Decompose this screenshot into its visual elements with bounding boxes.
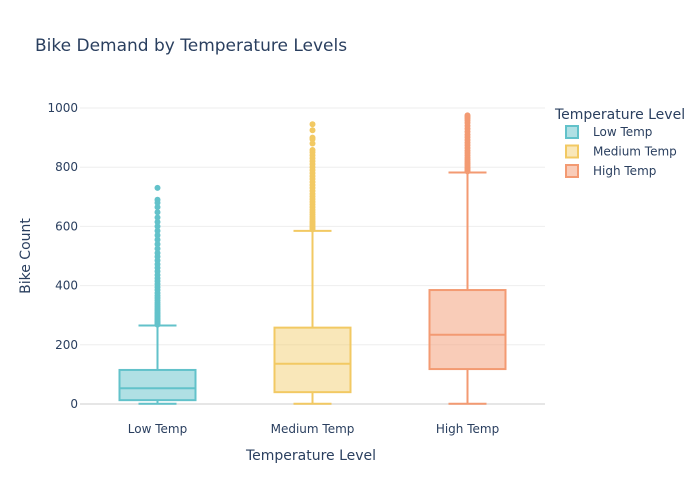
outlier-point	[154, 250, 161, 257]
outlier-point	[309, 140, 316, 147]
outlier-point	[154, 184, 161, 191]
y-axis-ticks: 0 200 400 600 800 1000	[47, 101, 78, 411]
outlier-point	[154, 236, 161, 243]
outlier-point	[154, 214, 161, 221]
iqr-box	[118, 368, 197, 402]
outlier-point	[154, 241, 161, 248]
outlier-point	[154, 223, 161, 230]
legend-swatch	[565, 164, 579, 178]
box-medium-temp[interactable]	[273, 121, 352, 405]
outlier-point	[154, 227, 161, 234]
legend-title: Temperature Level	[554, 107, 685, 123]
y-tick-label: 200	[55, 338, 78, 352]
outlier-point	[154, 218, 161, 225]
outlier-point	[309, 121, 316, 128]
box-low-temp[interactable]	[118, 184, 197, 405]
outlier-point	[464, 112, 471, 119]
x-tick-label: Low Temp	[128, 422, 187, 436]
legend[interactable]: Temperature Level Low Temp Medium Temp Hig…	[554, 107, 685, 178]
outlier-point	[154, 232, 161, 239]
outlier-point	[309, 147, 316, 154]
y-tick-label: 600	[55, 219, 78, 233]
outlier-point	[154, 196, 161, 203]
outlier-point	[154, 245, 161, 252]
y-tick-label: 800	[55, 160, 78, 174]
legend-item-high-temp[interactable]: High Temp	[565, 164, 656, 178]
x-tick-label: High Temp	[436, 422, 499, 436]
legend-label: Low Temp	[593, 125, 652, 139]
legend-label: High Temp	[593, 164, 656, 178]
iqr-box	[428, 289, 507, 371]
outlier-point	[154, 209, 161, 216]
outlier-point	[309, 134, 316, 141]
x-axis-title: Temperature Level	[245, 448, 376, 464]
box-high-temp[interactable]	[428, 112, 507, 405]
y-axis-title: Bike Count	[18, 218, 34, 294]
y-tick-label: 1000	[47, 101, 78, 115]
legend-swatch	[565, 125, 579, 139]
outlier-point	[309, 127, 316, 134]
y-tick-label: 400	[55, 279, 78, 293]
chart-title: Bike Demand by Temperature Levels	[35, 36, 347, 56]
legend-label: Medium Temp	[593, 145, 677, 159]
y-tick-label: 0	[70, 397, 78, 411]
legend-item-low-temp[interactable]: Low Temp	[565, 125, 652, 139]
legend-swatch	[565, 144, 579, 159]
x-axis-ticks: Low Temp Medium Temp High Temp	[128, 422, 499, 436]
x-tick-label: Medium Temp	[271, 422, 355, 436]
box-series	[118, 112, 507, 405]
iqr-box	[273, 326, 352, 394]
legend-item-medium-temp[interactable]: Medium Temp	[565, 144, 677, 159]
outlier-point	[154, 204, 161, 211]
